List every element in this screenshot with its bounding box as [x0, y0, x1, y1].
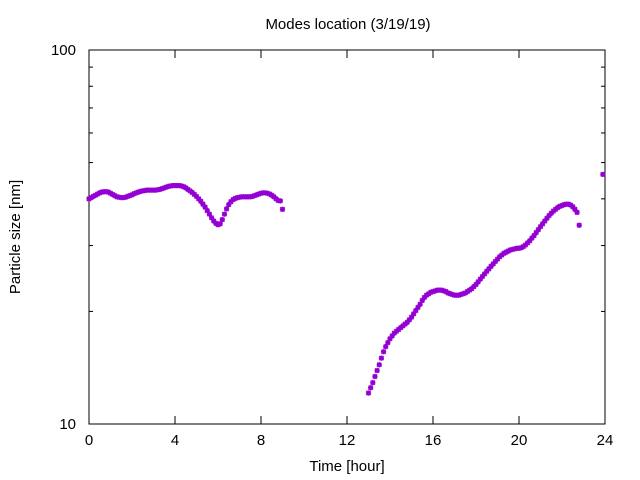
- data-point: [473, 281, 479, 288]
- data-point: [576, 222, 582, 228]
- data-point: [380, 349, 387, 355]
- data-point: [374, 367, 380, 374]
- data-point: [372, 373, 378, 380]
- y-axis-label: Particle size [nm]: [7, 180, 24, 294]
- data-point: [385, 340, 391, 346]
- chart-title: Modes location (3/19/19): [265, 16, 430, 33]
- data-points: [86, 171, 606, 396]
- y-tick-label: 10: [59, 416, 76, 433]
- y-tick-label: 100: [51, 42, 76, 59]
- data-point: [368, 385, 374, 391]
- data-point: [365, 390, 372, 396]
- x-tick-label: 20: [511, 432, 528, 449]
- x-tick-label: 8: [257, 432, 265, 449]
- data-point: [279, 206, 286, 212]
- data-point: [223, 206, 230, 212]
- x-tick-label: 24: [597, 432, 614, 449]
- data-point: [600, 171, 606, 178]
- x-tick-label: 4: [171, 432, 179, 449]
- x-tick-label: 16: [425, 432, 442, 449]
- data-point: [219, 216, 225, 223]
- data-point: [479, 273, 486, 280]
- x-tick-label: 12: [339, 432, 356, 449]
- data-point: [376, 362, 382, 368]
- data-point: [574, 209, 580, 216]
- data-point: [221, 211, 228, 217]
- data-point: [277, 198, 283, 204]
- x-tick-label: 0: [85, 432, 93, 449]
- data-point: [378, 355, 385, 361]
- x-axis-label: Time [hour]: [309, 458, 384, 475]
- data-point: [572, 206, 578, 212]
- data-point: [217, 221, 223, 227]
- axis-ticks: 0 4 8 12 16 20 24 10 100: [51, 42, 613, 449]
- data-point: [370, 379, 376, 386]
- plot-frame: [88, 49, 606, 425]
